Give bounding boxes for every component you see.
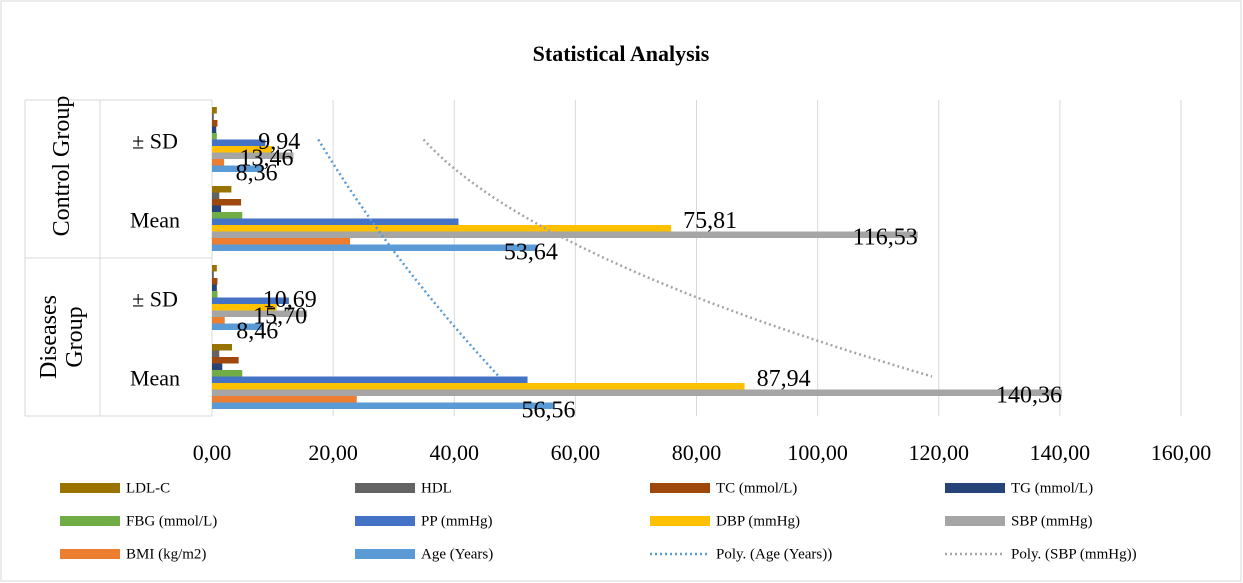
legend-swatch [60,483,120,493]
x-tick-label: 120,00 [909,440,970,465]
bar [212,297,289,304]
bar [212,146,273,153]
bar [212,363,223,370]
y-tick-label: ± SD [132,287,178,312]
legend-label: TG (mmol/L) [1011,480,1093,496]
bar [212,225,672,232]
bar [212,199,242,206]
legend-label: Poly. (Age (Years)) [716,546,832,562]
legend-swatch [650,483,710,493]
category-group-label: Control Group [49,95,75,237]
bar [212,107,217,114]
bar [212,265,217,272]
data-label: 53,64 [504,239,558,265]
data-label: 13,46 [240,145,294,171]
bar [212,402,555,409]
legend-label: FBG (mmol/L) [126,513,217,529]
data-label: 116,53 [853,224,918,250]
y-tick-label: ± SD [132,129,178,154]
bar [212,323,264,330]
y-tick-label: Mean [130,208,180,233]
bar [212,357,239,364]
x-tick-label: 60,00 [551,440,601,465]
legend-label: HDL [421,480,452,496]
legend-label: SBP (mmHg) [1011,513,1093,529]
bar [212,139,266,146]
bar [212,192,220,199]
x-tick-label: 20,00 [308,440,358,465]
legend-label: LDL-C [126,480,170,496]
data-label: 75,81 [683,208,737,234]
legend-swatch [355,549,415,559]
bar [212,244,537,251]
legend-swatch [355,483,415,493]
bar [212,383,745,390]
legend-swatch [355,516,415,526]
bar [212,317,225,324]
bar [212,344,232,351]
x-tick-label: 40,00 [430,440,480,465]
legend-swatch [945,483,1005,493]
bar [212,304,277,311]
y-tick-label: Mean [130,366,180,391]
chart-title: Statistical Analysis [533,41,710,66]
x-tick-label: 80,00 [672,440,722,465]
category-group-label: Diseases Group [36,295,88,379]
bar [212,133,217,140]
bar [212,278,218,285]
bar [212,370,243,377]
legend-label: BMI (kg/m2) [126,546,206,562]
x-tick-label: 160,00 [1151,440,1212,465]
bar [212,152,294,159]
bar [212,396,357,403]
data-label: 8,36 [236,160,278,186]
legend-swatch [945,516,1005,526]
data-label: 56,56 [522,397,576,423]
legend-swatch [60,516,120,526]
bar [212,376,528,383]
data-label: 9,94 [258,129,300,155]
legend-label: PP (mmHg) [421,513,493,529]
bar [212,218,459,225]
bar [212,231,918,238]
legend-label: TC (mmol/L) [716,480,797,496]
bar [212,126,217,133]
bar [212,159,225,166]
bar [212,186,232,193]
x-tick-label: 140,00 [1030,440,1091,465]
bar [212,310,308,317]
legend-swatch [60,549,120,559]
bar [212,238,351,245]
bar [212,284,217,291]
data-label: 15,70 [253,303,307,329]
legend-swatch [650,516,710,526]
bar [212,113,214,120]
data-label: 10,69 [263,287,317,313]
bar [212,165,263,172]
bar [212,205,222,212]
legend-label: Age (Years) [421,546,493,562]
x-tick-label: 100,00 [787,440,848,465]
legend-label: Poly. (SBP (mmHg)) [1011,546,1137,562]
x-tick-label: 0,00 [193,440,232,465]
bar [212,291,218,298]
data-label: 8,46 [236,318,278,344]
trendline [317,138,500,378]
bar [212,389,1063,396]
bar [212,350,220,357]
bar [212,120,218,127]
legend-label: DBP (mmHg) [716,513,800,529]
bar [212,271,214,278]
bar [212,212,243,219]
data-label: 87,94 [757,366,811,392]
data-label: 140,36 [996,382,1062,408]
